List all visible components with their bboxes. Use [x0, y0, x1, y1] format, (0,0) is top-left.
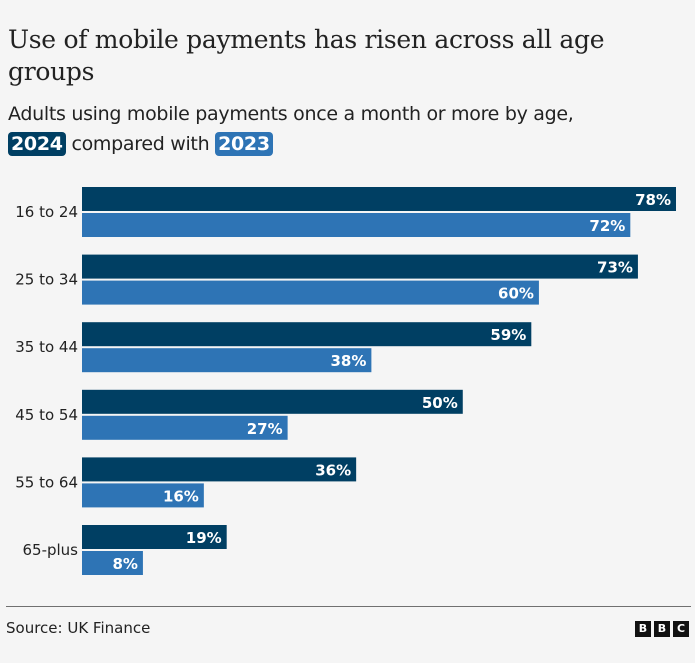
chart-subtitle: Adults using mobile payments once a mont… — [8, 99, 688, 159]
value-label-2024: 36% — [315, 461, 351, 479]
category-label: 45 to 54 — [15, 406, 78, 424]
bar-2023 — [82, 483, 204, 508]
bar-2023 — [82, 213, 631, 237]
value-label-2024: 73% — [597, 259, 633, 277]
bar-2024 — [82, 457, 357, 482]
bar-2023 — [82, 551, 143, 575]
bar-2023 — [82, 415, 288, 440]
value-label-2024: 59% — [490, 326, 526, 344]
subtitle-text: Adults using mobile payments once a mont… — [8, 103, 574, 125]
bar-2024 — [82, 525, 227, 549]
value-label-2024: 50% — [422, 394, 458, 412]
bar-2023 — [82, 348, 372, 373]
logo-letter: B — [635, 621, 651, 637]
bar-2024 — [82, 187, 676, 211]
value-label-2023: 8% — [112, 555, 137, 573]
legend-2024: 2024 — [8, 132, 66, 156]
logo-letter: B — [654, 621, 670, 637]
category-label: 25 to 34 — [15, 271, 78, 289]
value-label-2023: 72% — [589, 217, 625, 235]
category-label: 65-plus — [22, 541, 78, 559]
subtitle-middle: compared with — [71, 133, 210, 155]
category-label: 55 to 64 — [15, 473, 78, 491]
chart-title: Use of mobile payments has risen across … — [8, 25, 605, 86]
value-label-2023: 16% — [163, 487, 199, 505]
footer-divider — [6, 606, 691, 607]
value-label-2024: 19% — [186, 529, 222, 547]
bar-2023 — [82, 280, 539, 305]
bar-2024 — [82, 389, 463, 414]
category-label: 35 to 44 — [15, 338, 78, 356]
bar-chart: 16 to 24 78% 72% 25 to 34 73% 60% 35 to 44 59% 3… — [15, 187, 676, 575]
category-label: 16 to 24 — [15, 203, 78, 221]
value-label-2023: 27% — [247, 420, 283, 438]
logo-letter: C — [673, 621, 689, 637]
value-label-2023: 60% — [498, 285, 534, 303]
value-label-2024: 78% — [635, 191, 671, 209]
source-note: Source: UK Finance — [6, 619, 151, 637]
value-label-2023: 38% — [330, 352, 366, 370]
legend-2023: 2023 — [215, 132, 273, 156]
bbc-logo: B B C — [635, 621, 689, 637]
bar-2024 — [82, 254, 638, 279]
bar-2024 — [82, 322, 532, 347]
